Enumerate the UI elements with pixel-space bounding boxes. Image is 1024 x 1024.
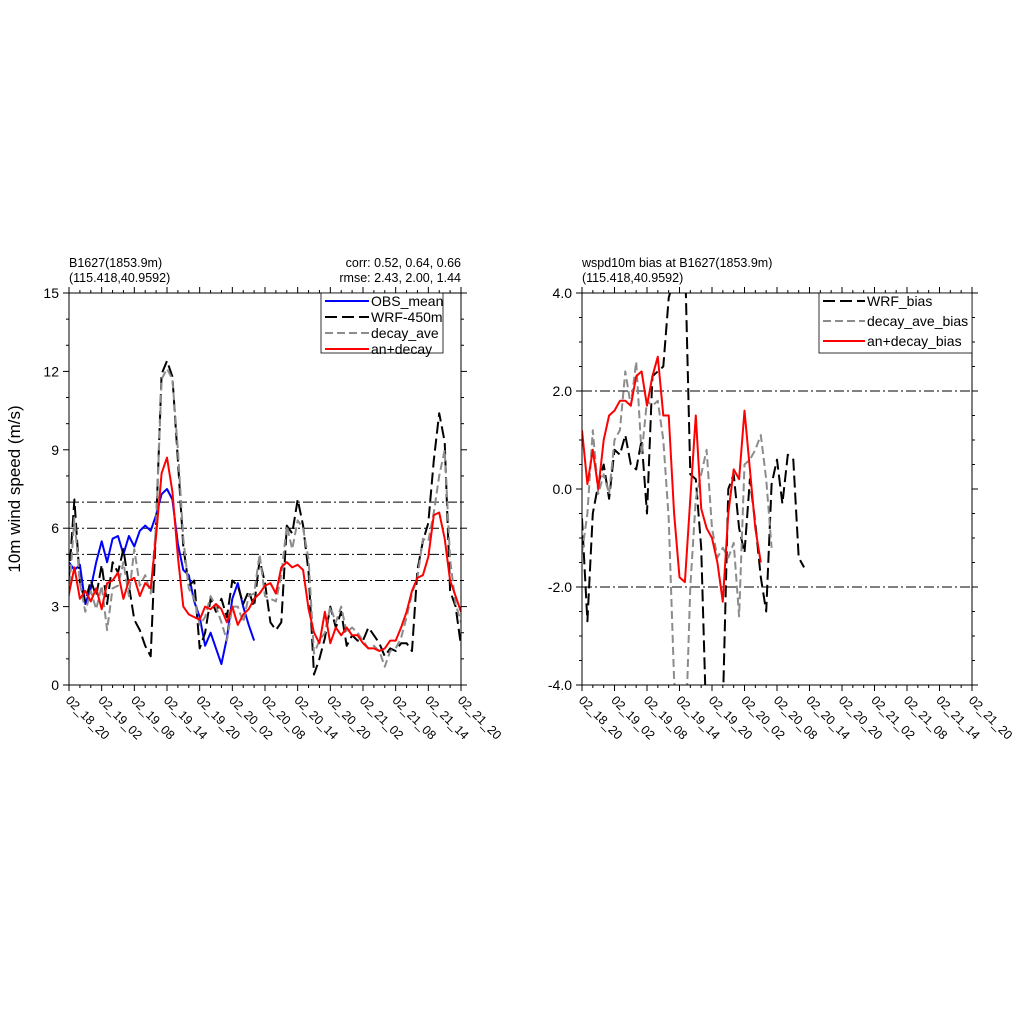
left-stats-corr: corr: 0.52, 0.64, 0.66 (346, 256, 461, 270)
series-line-obs-mean (69, 488, 256, 666)
right-legend: WRF_bias decay_ave_bias an+decay_bias (818, 292, 973, 354)
left-plot-area: 02_18_2002_19_0202_19_0802_19_1402_19_20… (43, 285, 504, 742)
legend-label: decay_ave (371, 325, 439, 341)
y-tick-label: 0.0 (553, 481, 573, 497)
wind-speed-panel: B1627(1853.9m) (115.418,40.9592) corr: 0… (5, 256, 504, 742)
y-tick-label: -4.0 (548, 677, 572, 693)
y-tick-label: -2.0 (548, 579, 572, 595)
y-tick-label: 3 (51, 599, 59, 615)
legend-label: an+decay_bias (867, 333, 962, 349)
y-tick-label: 4.0 (553, 285, 573, 301)
y-tick-label: 0 (51, 677, 59, 693)
left-stats-rmse: rmse: 2.43, 2.00, 1.44 (339, 271, 461, 285)
left-title-line-2: (115.418,40.9592) (69, 271, 170, 285)
series-line-an-decay (69, 456, 461, 652)
left-title-line-1: B1627(1853.9m) (69, 256, 162, 270)
series-line-decay-ave (69, 367, 461, 668)
legend-label: WRF-450m (371, 309, 443, 325)
y-tick-label: 12 (43, 363, 59, 379)
y-tick-label: 15 (43, 285, 59, 301)
series-line-wrf-bias (582, 293, 805, 685)
y-tick-label: 9 (51, 442, 59, 458)
legend-box (818, 292, 973, 354)
legend-label: WRF_bias (867, 293, 932, 309)
legend-label: OBS_mean (371, 293, 443, 309)
right-title-line-2: (115.418,40.9592) (582, 271, 683, 285)
y-tick-label: 2.0 (553, 383, 573, 399)
y-tick-label: 6 (51, 520, 59, 536)
bias-panel: wspd10m bias at B1627(1853.9m) (115.418,… (548, 256, 1015, 742)
series-line-an-decay-bias (582, 355, 762, 603)
legend-box (320, 292, 444, 354)
legend-label: decay_ave_bias (867, 313, 968, 329)
right-title-line-1: wspd10m bias at B1627(1853.9m) (581, 256, 772, 270)
left-y-axis-label: 10m wind speed (m/s) (5, 405, 24, 572)
legend-label: an+decay (371, 341, 432, 357)
series-line-wrf-450m (69, 359, 461, 676)
